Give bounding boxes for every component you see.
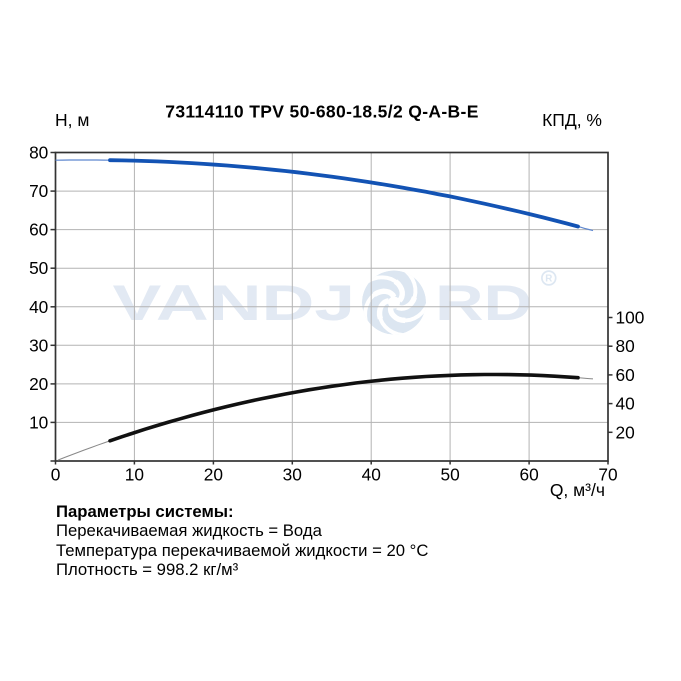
svg-text:50: 50 — [29, 258, 48, 278]
svg-text:60: 60 — [29, 220, 48, 240]
svg-text:КПД, %: КПД, % — [542, 110, 602, 130]
svg-text:50: 50 — [440, 464, 459, 484]
svg-text:70: 70 — [598, 464, 617, 484]
svg-text:30: 30 — [283, 464, 302, 484]
svg-text:20: 20 — [29, 374, 48, 394]
svg-text:Н, м: Н, м — [55, 110, 89, 130]
svg-text:10: 10 — [29, 412, 48, 432]
svg-text:40: 40 — [362, 464, 381, 484]
svg-text:0: 0 — [51, 464, 61, 484]
svg-text:40: 40 — [29, 297, 48, 317]
svg-text:80: 80 — [29, 143, 48, 163]
svg-text:R: R — [545, 274, 552, 285]
svg-text:70: 70 — [29, 181, 48, 201]
svg-text:Q, м³/ч: Q, м³/ч — [550, 480, 605, 500]
svg-text:60: 60 — [616, 365, 635, 385]
svg-text:40: 40 — [616, 394, 635, 414]
svg-text:100: 100 — [616, 308, 645, 328]
svg-text:30: 30 — [29, 335, 48, 355]
svg-text:10: 10 — [125, 464, 144, 484]
svg-text:80: 80 — [616, 336, 635, 356]
svg-text:20: 20 — [204, 464, 223, 484]
svg-text:VANDJ: VANDJ — [113, 275, 356, 331]
svg-text:73114110 TPV 50-680-18.5/2 Q-A: 73114110 TPV 50-680-18.5/2 Q-A-B-E — [165, 101, 478, 121]
svg-text:20: 20 — [616, 422, 635, 442]
svg-text:60: 60 — [519, 464, 538, 484]
svg-text:RD: RD — [435, 275, 532, 331]
